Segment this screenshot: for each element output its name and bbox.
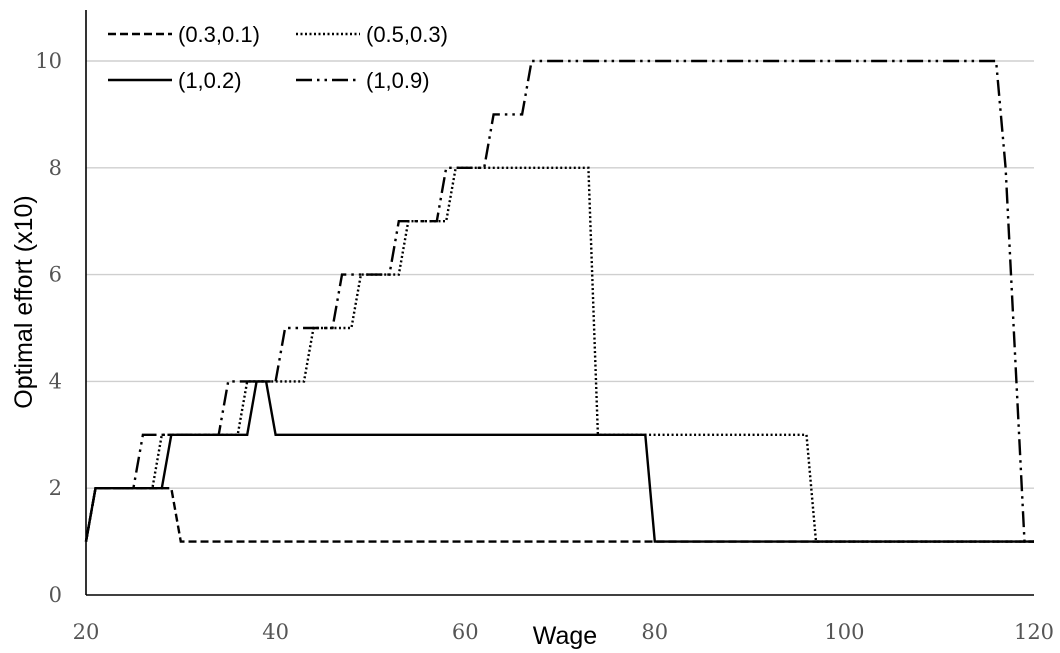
- x-tick-label: 80: [641, 620, 668, 644]
- series-line-4: [84, 59, 1034, 543]
- y-tick-label: 2: [49, 476, 62, 500]
- legend-label-1: (0.3,0.1): [178, 22, 260, 47]
- tick-labels: 0 2 4 6 8 10 20 40 60 80 100 120: [35, 49, 1054, 644]
- legend: (0.3,0.1) (0.5,0.3) (1,0.2) (1,0.9): [108, 22, 448, 93]
- legend-label-3: (1,0.2): [178, 68, 242, 93]
- series-line-2: [84, 166, 1034, 543]
- y-tick-label: 0: [49, 583, 62, 607]
- series-line-1: [84, 487, 1034, 543]
- y-tick-label: 10: [35, 49, 62, 73]
- y-tick-label: 4: [49, 369, 62, 393]
- x-tick-label: 100: [824, 620, 864, 644]
- gridlines: [86, 60, 1034, 489]
- y-tick-label: 8: [49, 156, 62, 180]
- x-tick-label: 120: [1014, 620, 1054, 644]
- series-lines: [84, 59, 1034, 543]
- y-tick-label: 6: [49, 263, 62, 287]
- legend-label-2: (0.5,0.3): [366, 22, 448, 47]
- x-tick-label: 60: [452, 620, 479, 644]
- y-axis-title: Optimal effort (x10): [10, 195, 38, 409]
- legend-label-4: (1,0.9): [366, 68, 430, 93]
- x-tick-label: 40: [262, 620, 289, 644]
- series-line-3: [84, 380, 1034, 543]
- x-axis-title: Wage: [533, 622, 597, 650]
- x-tick-label: 20: [73, 620, 100, 644]
